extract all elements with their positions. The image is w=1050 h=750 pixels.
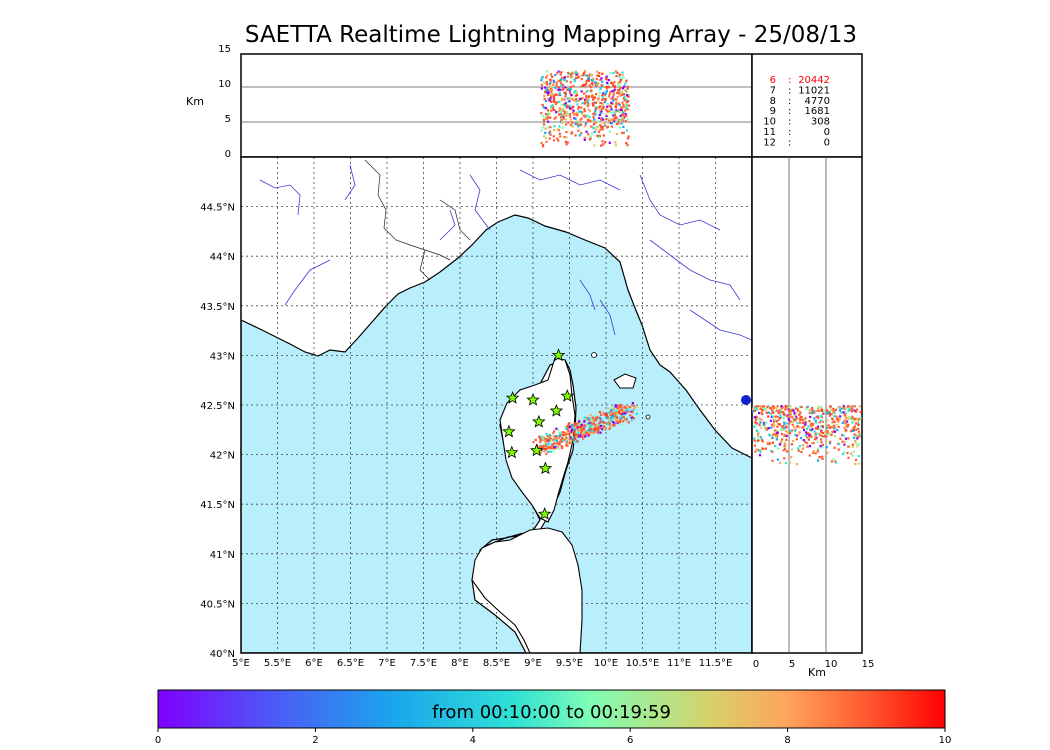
lat-tick-label: 41.5°N bbox=[200, 500, 235, 511]
station-count-sep: : bbox=[788, 85, 791, 96]
lat-tick-label: 42.5°N bbox=[200, 401, 235, 412]
lon-tick-label: 8.5°E bbox=[483, 658, 510, 669]
borders bbox=[364, 159, 471, 281]
lon-tick-label: 7°E bbox=[378, 658, 396, 669]
lat-tick-label: 43.5°N bbox=[200, 302, 235, 313]
top-alt-tick: 15 bbox=[218, 44, 231, 55]
lat-tick-label: 42°N bbox=[210, 451, 235, 462]
station-star-icon bbox=[526, 392, 540, 406]
side-alt-tick: 5 bbox=[789, 659, 795, 670]
colorbar-tick-label: 2 bbox=[312, 735, 318, 746]
station-count-sep: : bbox=[788, 106, 791, 117]
top-alt-tick: 10 bbox=[218, 79, 231, 90]
colorbar-label: from 00:10:00 to 00:19:59 bbox=[432, 702, 671, 723]
station-star-icon bbox=[505, 445, 519, 459]
elba-island bbox=[613, 373, 637, 389]
station-count-n: 7 bbox=[770, 85, 776, 96]
sardinia-island bbox=[471, 527, 583, 653]
station-star-icon bbox=[529, 443, 544, 457]
station-count-n: 8 bbox=[770, 96, 776, 107]
colorbar-tick-label: 8 bbox=[784, 735, 790, 746]
station-star-icon bbox=[560, 388, 575, 402]
lat-tick-label: 43°N bbox=[210, 351, 235, 362]
side-alt-tick: 0 bbox=[753, 659, 759, 670]
station-count-sep: : bbox=[788, 75, 791, 86]
station-count-sep: : bbox=[788, 127, 791, 138]
lon-tick-label: 7.5°E bbox=[410, 658, 437, 669]
lon-tick-label: 5°E bbox=[232, 658, 250, 669]
station-star-icon bbox=[538, 461, 553, 475]
station-count-n: 11 bbox=[763, 127, 776, 138]
station-count-value: 20442 bbox=[798, 75, 830, 86]
station-star-icon bbox=[502, 424, 516, 438]
lat-tick-label: 41°N bbox=[210, 550, 235, 561]
station-count-value: 0 bbox=[824, 127, 830, 138]
top-unit-label: Km bbox=[186, 95, 204, 108]
station-count-n: 6 bbox=[770, 75, 776, 86]
lon-tick-label: 11°E bbox=[667, 658, 691, 669]
page-title: SAETTA Realtime Lightning Mapping Array … bbox=[244, 22, 858, 48]
lon-tick-label: 9.5°E bbox=[556, 658, 583, 669]
altitude-longitude-panel: Km 0 5 10 15 bbox=[186, 44, 753, 160]
plan-view-map: 5°E 5.5°E 6°E 6.5°E 7°E 7.5°E 8°E 8.5°E 9°E 9.5°E… bbox=[200, 156, 753, 669]
colorbar-tick-label: 0 bbox=[155, 735, 161, 746]
rivers bbox=[259, 164, 752, 341]
station-count-sep: : bbox=[788, 137, 791, 148]
station-count-value: 11021 bbox=[798, 85, 830, 96]
station-count-value: 4770 bbox=[805, 96, 830, 107]
station-star-icon bbox=[549, 403, 564, 417]
side-alt-tick: 15 bbox=[862, 659, 875, 670]
time-colorbar: 0 2 4 6 8 10 bbox=[155, 689, 952, 746]
top-alt-tick: 0 bbox=[225, 149, 231, 160]
altitude-latitude-panel: 0 5 10 15 Km bbox=[741, 156, 875, 679]
station-star-icon bbox=[551, 348, 566, 362]
station-count-n: 10 bbox=[763, 117, 776, 128]
lon-tick-label: 9°E bbox=[524, 658, 542, 669]
lat-tick-label: 40.5°N bbox=[200, 599, 235, 610]
station-count-sep: : bbox=[788, 96, 791, 107]
lon-tick-label: 6°E bbox=[305, 658, 323, 669]
station-count-value: 308 bbox=[811, 117, 830, 128]
side-source-cloud bbox=[752, 405, 862, 466]
lon-tick-label: 10°E bbox=[594, 658, 618, 669]
station-count-sep: : bbox=[788, 117, 791, 128]
colorbar-tick-label: 4 bbox=[470, 735, 476, 746]
station-count-value: 0 bbox=[824, 137, 830, 148]
station-star-icon bbox=[537, 506, 552, 520]
station-count-n: 9 bbox=[770, 106, 776, 117]
top-alt-tick: 5 bbox=[225, 114, 231, 125]
side-alt-tick: 10 bbox=[825, 659, 838, 670]
lon-tick-label: 5.5°E bbox=[264, 658, 291, 669]
lon-tick-label: 11.5°E bbox=[699, 658, 733, 669]
station-count-value: 1681 bbox=[805, 106, 830, 117]
colorbar-tick-label: 10 bbox=[939, 735, 952, 746]
lat-tick-label: 44°N bbox=[210, 252, 235, 263]
lat-tick-label: 44.5°N bbox=[200, 203, 235, 214]
station-star-icon bbox=[505, 391, 520, 404]
side-unit-label: Km bbox=[808, 666, 826, 679]
lon-tick-label: 8°E bbox=[451, 658, 469, 669]
top-source-cloud bbox=[540, 70, 631, 148]
lon-tick-label: 6.5°E bbox=[337, 658, 364, 669]
blue-marker bbox=[741, 395, 751, 405]
lon-tick-label: 10.5°E bbox=[626, 658, 660, 669]
colorbar-tick-label: 6 bbox=[627, 735, 633, 746]
lat-tick-label: 40°N bbox=[210, 649, 235, 660]
station-count-n: 12 bbox=[763, 137, 776, 148]
station-star-icon bbox=[532, 414, 546, 428]
